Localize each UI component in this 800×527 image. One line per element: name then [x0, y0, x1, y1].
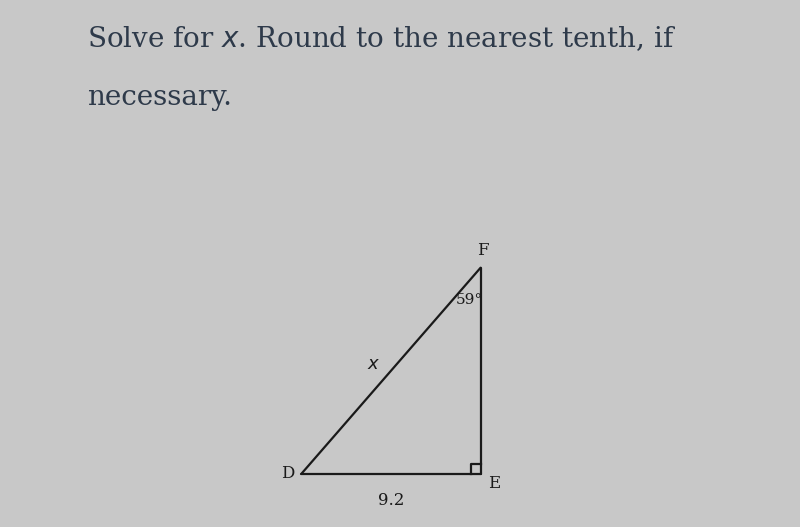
- Text: D: D: [281, 465, 294, 482]
- Text: Solve for $x$. Round to the nearest tenth, if: Solve for $x$. Round to the nearest tent…: [87, 24, 676, 53]
- Text: 59°: 59°: [455, 293, 482, 307]
- Text: F: F: [477, 242, 488, 259]
- Text: $x$: $x$: [366, 355, 380, 373]
- Text: E: E: [488, 475, 500, 492]
- Text: 9.2: 9.2: [378, 492, 404, 509]
- Text: necessary.: necessary.: [87, 84, 232, 111]
